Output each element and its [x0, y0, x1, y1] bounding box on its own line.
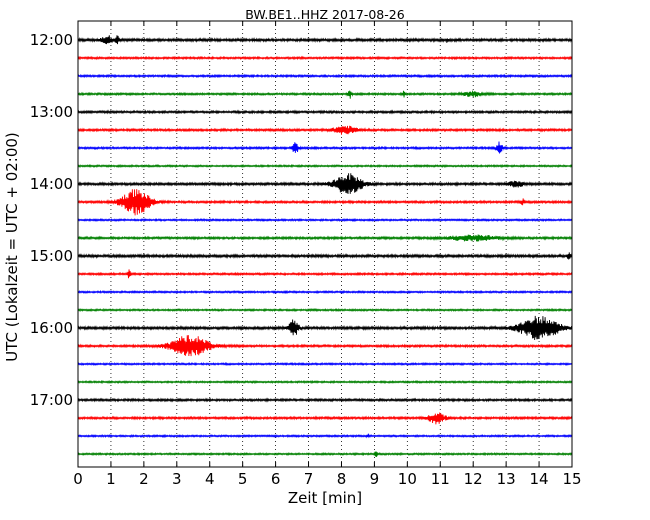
- trace-1645: [77, 379, 573, 385]
- trace-1400: [77, 173, 573, 194]
- y-tick-label: 13:00: [30, 103, 73, 121]
- trace-1730: [77, 433, 573, 439]
- trace-1200: [77, 35, 573, 45]
- trace-1600: [77, 315, 573, 341]
- y-tick-label: 16:00: [30, 319, 73, 337]
- x-axis-ticks: 0 1 2 3 4 5 6 7 8 9 10 11 12 13 14 15: [73, 21, 582, 488]
- trace-1215: [77, 55, 573, 61]
- trace-1445: [77, 234, 573, 242]
- trace-1630: [77, 361, 573, 367]
- x-tick-label: 14: [530, 470, 549, 488]
- trace-1515: [77, 269, 573, 279]
- trace-1315: [77, 125, 573, 135]
- trace-1245: [77, 90, 573, 99]
- trace-1615: [77, 335, 573, 357]
- y-axis-ticks: 12:00 13:00 14:00 15:00 16:00 17:00: [30, 31, 572, 409]
- y-tick-label: 14:00: [30, 175, 73, 193]
- trace-1430: [77, 217, 573, 223]
- trace-1715: [77, 412, 573, 425]
- x-tick-label: 13: [497, 470, 516, 488]
- x-tick-label: 9: [370, 470, 380, 488]
- x-tick-label: 11: [431, 470, 450, 488]
- y-axis-label: UTC (Lokalzeit = UTC + 02:00): [3, 132, 21, 362]
- x-tick-label: 0: [73, 470, 83, 488]
- trace-1300: [77, 109, 573, 115]
- x-tick-label: 1: [106, 470, 116, 488]
- x-tick-label: 2: [139, 470, 149, 488]
- y-tick-label: 12:00: [30, 31, 73, 49]
- x-tick-label: 7: [304, 470, 314, 488]
- trace-1530: [77, 289, 573, 295]
- x-tick-label: 6: [271, 470, 281, 488]
- x-axis-label: Zeit [min]: [288, 489, 362, 507]
- x-tick-label: 3: [172, 470, 182, 488]
- chart-title: BW.BE1..HHZ 2017-08-26: [245, 7, 404, 22]
- trace-1345: [77, 163, 573, 169]
- x-tick-label: 12: [464, 470, 483, 488]
- y-tick-label: 17:00: [30, 391, 73, 409]
- x-tick-label: 15: [562, 470, 581, 488]
- trace-1745: [77, 451, 573, 458]
- x-tick-label: 5: [238, 470, 248, 488]
- trace-1230: [77, 73, 573, 79]
- plot-border: [77, 20, 573, 468]
- x-tick-label: 8: [337, 470, 347, 488]
- trace-group: [77, 35, 573, 458]
- trace-1415: [77, 189, 573, 216]
- plot-area: 0 1 2 3 4 5 6 7 8 9 10 11 12 13 14 15 12:0013:0014:0015…: [30, 20, 582, 488]
- trace-1545: [77, 307, 573, 313]
- x-tick-label: 10: [398, 470, 417, 488]
- x-tick-label: 4: [205, 470, 215, 488]
- trace-1700: [77, 397, 573, 403]
- trace-1500: [77, 252, 573, 260]
- y-tick-label: 15:00: [30, 247, 73, 265]
- trace-1330: [77, 141, 573, 154]
